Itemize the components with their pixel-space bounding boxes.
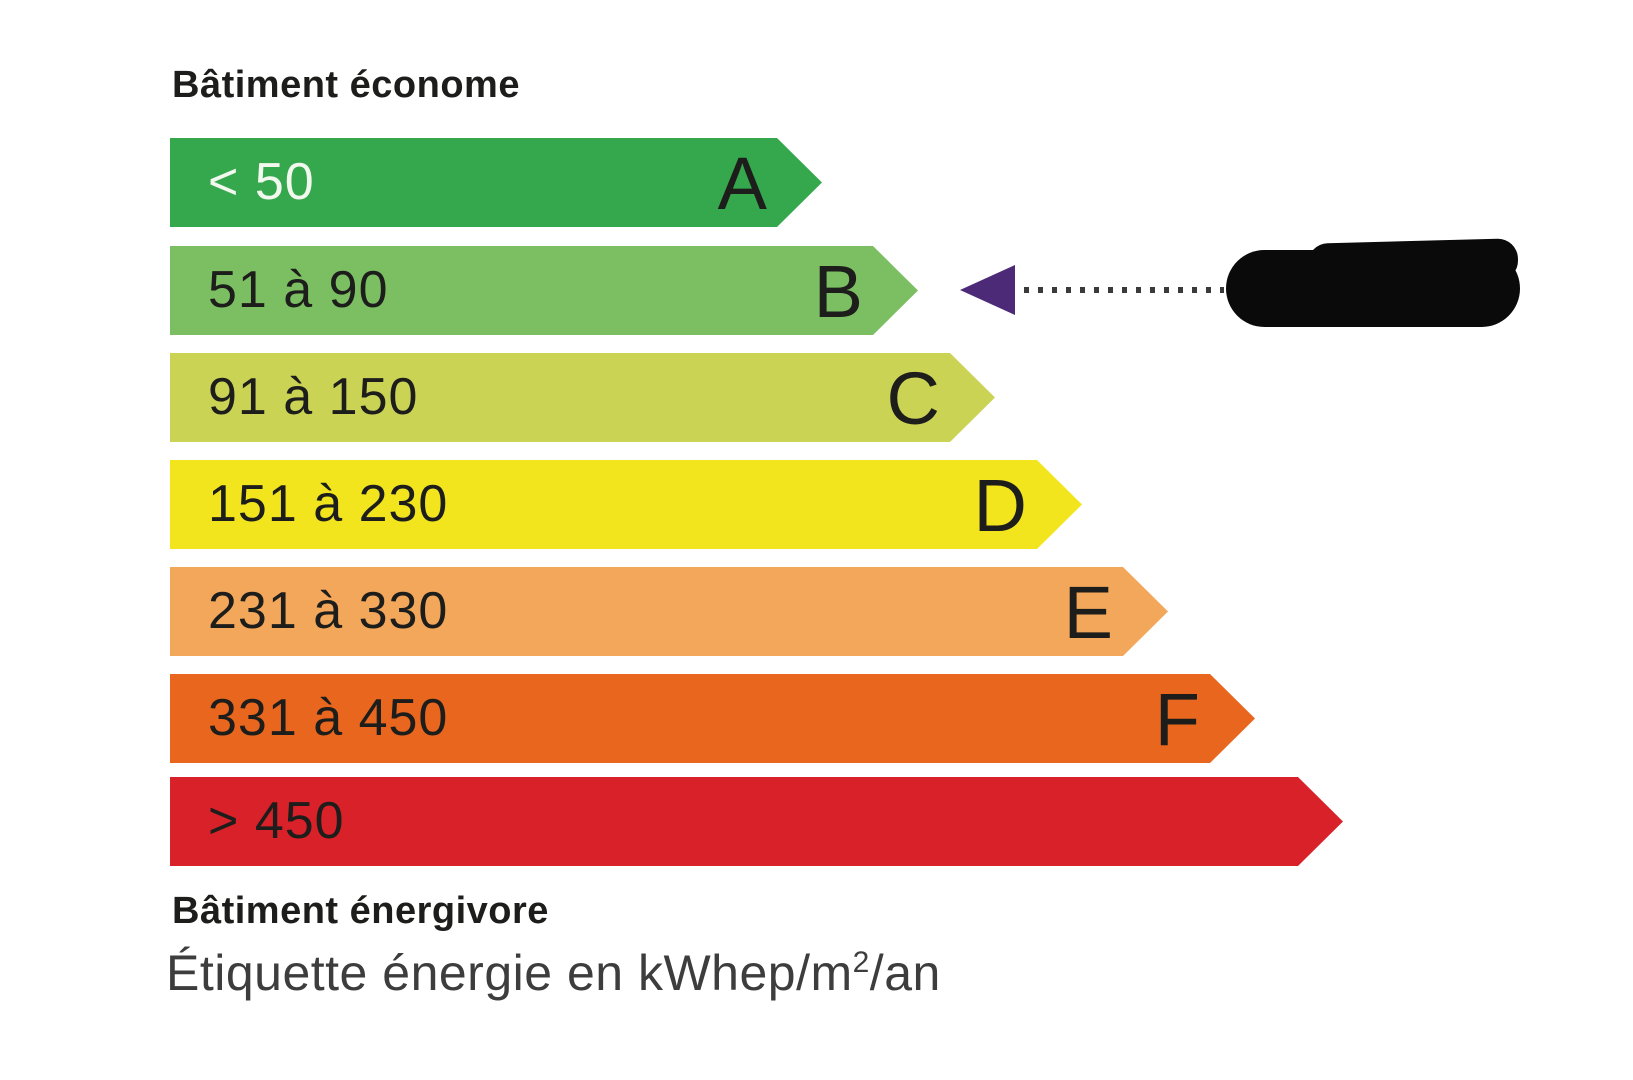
economical-building-label: Bâtiment économe <box>172 64 520 106</box>
energy-bar-b: 51 à 90 B <box>170 246 918 335</box>
caption-text: Étiquette énergie en kWhep/m <box>166 945 853 1001</box>
bar-range-label: < 50 <box>208 153 315 211</box>
bar-range-label: 151 à 230 <box>208 475 449 533</box>
redacted-value-blob <box>1226 238 1520 327</box>
caption-superscript: 2 <box>852 946 870 979</box>
bar-range-label: 331 à 450 <box>208 689 449 747</box>
energy-bar-f: 331 à 450 F <box>170 674 1255 763</box>
bar-letter: A <box>717 142 767 225</box>
bar-range-label: > 450 <box>208 792 345 850</box>
selected-class-arrow-icon <box>960 265 1015 315</box>
bar-letter: D <box>973 464 1027 547</box>
marker-dotted-line <box>1024 287 1224 293</box>
bar-letter: E <box>1063 571 1113 654</box>
energy-bar-a: < 50 A <box>170 138 822 227</box>
bar-letter: F <box>1154 678 1200 761</box>
bar-range-label: 231 à 330 <box>208 582 449 640</box>
bar-range-label: 51 à 90 <box>208 261 389 319</box>
energy-bar-g: > 450 <box>170 777 1343 866</box>
energy-bar-c: 91 à 150 C <box>170 353 995 442</box>
bar-letter: C <box>886 357 940 440</box>
energy-intensive-building-label: Bâtiment énergivore <box>172 890 549 932</box>
energy-bar-d: 151 à 230 D <box>170 460 1082 549</box>
energy-label-caption: Étiquette énergie en kWhep/m2/an <box>166 944 941 1002</box>
bar-range-label: 91 à 150 <box>208 368 419 426</box>
redacted-value-blob-bump <box>1307 238 1519 286</box>
energy-bar-e: 231 à 330 E <box>170 567 1168 656</box>
caption-end: /an <box>869 945 941 1001</box>
bar-letter: B <box>813 250 863 333</box>
